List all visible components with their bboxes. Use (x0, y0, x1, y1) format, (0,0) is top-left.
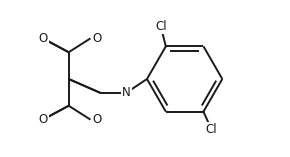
Text: O: O (38, 113, 48, 126)
Text: N: N (122, 86, 130, 99)
Text: Cl: Cl (206, 123, 217, 136)
Text: O: O (93, 32, 102, 45)
Text: O: O (93, 113, 102, 126)
Text: O: O (38, 32, 48, 45)
Text: Cl: Cl (155, 20, 167, 33)
